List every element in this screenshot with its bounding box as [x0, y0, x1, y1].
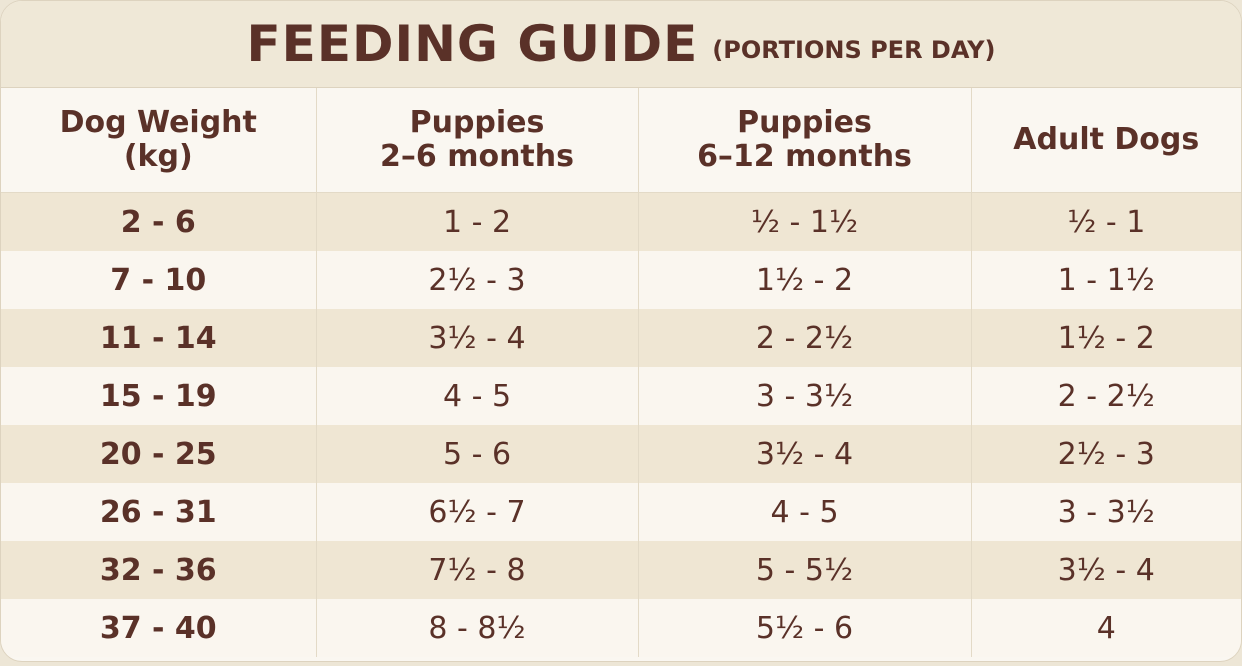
weight-cell: 7 - 10	[1, 251, 316, 309]
portion-cell: 2½ - 3	[315, 251, 638, 309]
portion-cell: 8 - 8½	[315, 599, 638, 657]
portion-cell: 5½ - 6	[637, 599, 971, 657]
portion-cell: 3½ - 4	[637, 425, 971, 483]
portion-cell: 2 - 2½	[970, 367, 1241, 425]
portion-cell: 2½ - 3	[970, 425, 1241, 483]
portion-cell: 1 - 2	[315, 192, 638, 251]
portion-cell: 5 - 6	[315, 425, 638, 483]
column-header: Dog Weight (kg)	[1, 88, 316, 193]
portion-cell: 6½ - 7	[315, 483, 638, 541]
title: FEEDING GUIDE	[246, 15, 699, 73]
header-row: Dog Weight (kg) Puppies 2–6 months Puppies…	[1, 88, 1241, 193]
portion-cell: 7½ - 8	[315, 541, 638, 599]
weight-cell: 20 - 25	[1, 425, 316, 483]
portion-cell: ½ - 1½	[637, 192, 971, 251]
portion-cell: 3 - 3½	[637, 367, 971, 425]
portion-cell: 4 - 5	[637, 483, 971, 541]
weight-cell: 26 - 31	[1, 483, 316, 541]
feeding-table: Dog Weight (kg) Puppies 2–6 months Puppies…	[1, 88, 1241, 657]
portion-cell: 1½ - 2	[970, 309, 1241, 367]
subtitle: (PORTIONS PER DAY)	[712, 36, 996, 64]
portion-cell: ½ - 1	[970, 192, 1241, 251]
weight-cell: 32 - 36	[1, 541, 316, 599]
weight-cell: 37 - 40	[1, 599, 316, 657]
weight-cell: 15 - 19	[1, 367, 316, 425]
portion-cell: 2 - 2½	[637, 309, 971, 367]
column-header: Adult Dogs	[970, 88, 1241, 193]
portion-cell: 3 - 3½	[970, 483, 1241, 541]
portion-cell: 4	[970, 599, 1241, 657]
portion-cell: 1 - 1½	[970, 251, 1241, 309]
weight-cell: 2 - 6	[1, 192, 316, 251]
column-header: Puppies 6–12 months	[637, 88, 971, 193]
portion-cell: 5 - 5½	[637, 541, 971, 599]
title-bar: FEEDING GUIDE (PORTIONS PER DAY)	[1, 1, 1241, 88]
column-header: Puppies 2–6 months	[315, 88, 638, 193]
portion-cell: 1½ - 2	[637, 251, 971, 309]
portion-cell: 3½ - 4	[315, 309, 638, 367]
weight-cell: 11 - 14	[1, 309, 316, 367]
table-row: 20 - 25 5 - 6 3½ - 4 2½ - 3	[1, 425, 1241, 483]
portion-cell: 3½ - 4	[970, 541, 1241, 599]
portion-cell: 4 - 5	[315, 367, 638, 425]
